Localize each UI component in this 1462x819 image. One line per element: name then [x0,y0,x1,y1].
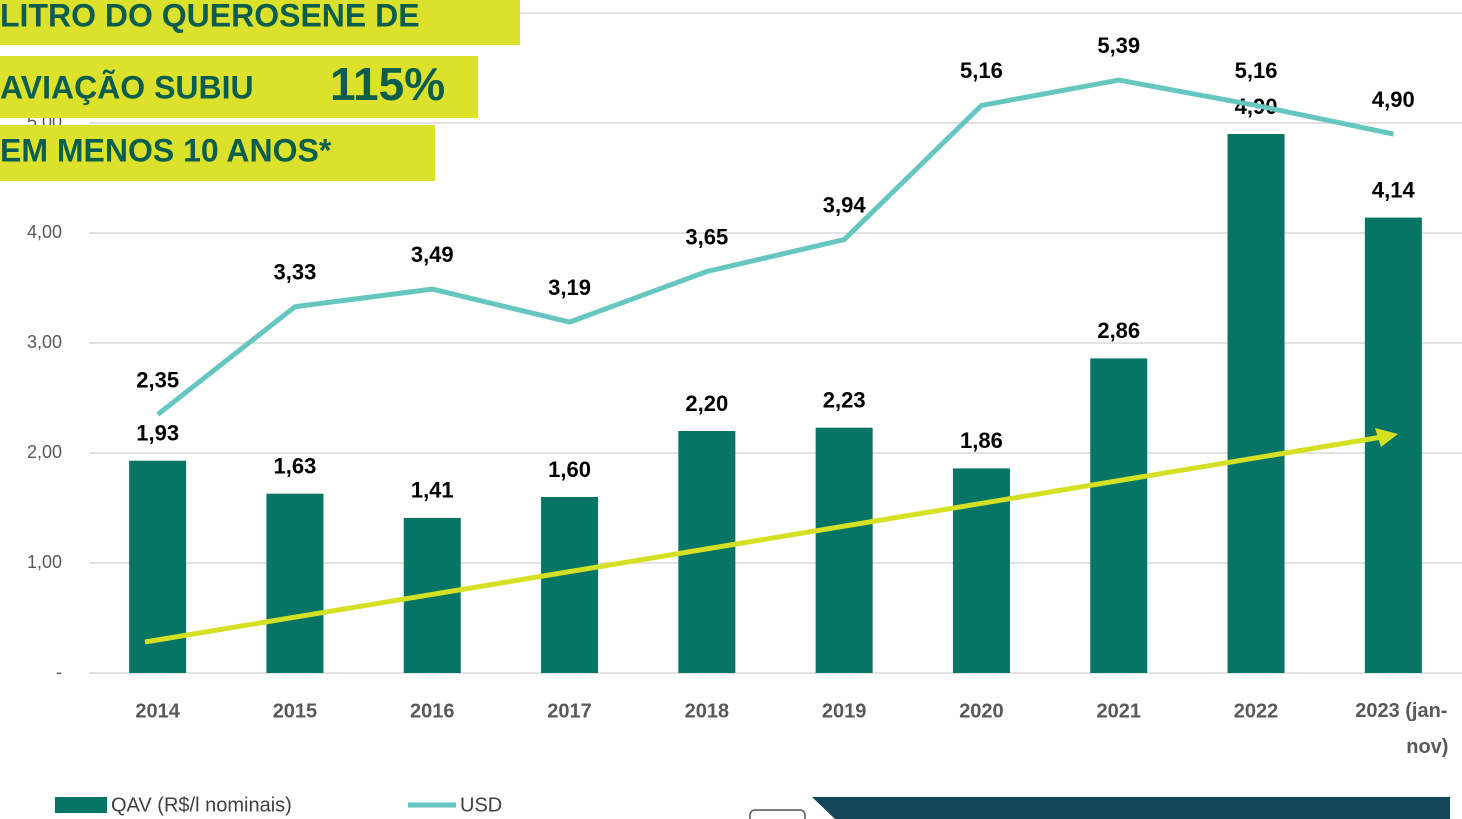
title-bg [0,0,520,45]
legend-swatch [55,797,107,813]
title-highlight: 115% [330,58,445,110]
data-label: 3,19 [548,275,591,300]
title-bg [0,125,435,181]
y-tick-label: 1,00 [27,552,62,572]
x-tick-label: 2018 [685,700,730,722]
title-box: LITRO DO QUEROSENE DE AVIAÇÃO SUBIU 115%… [0,0,520,181]
trend-arrow [144,434,1383,645]
x-tick-label: 2023 (jan-nov) [1355,700,1448,758]
x-tick-label: 2015 [273,700,318,722]
y-tick-label: 3,00 [27,332,62,352]
data-label: 1,41 [411,478,454,503]
data-label: 4,14 [1372,177,1416,202]
bar [1090,358,1148,673]
line [156,77,1394,417]
legend-label: QAV (R$/l nominais) [111,794,292,816]
legend: QAV (R$/l nominais) USD [55,794,502,816]
x-tick-label: 2022 [1234,700,1279,722]
data-label: 4,90 [1372,87,1415,112]
title-line: LITRO DO QUEROSENE DE [0,0,420,33]
y-tick-label: - [56,662,62,682]
footer-band [812,797,1450,819]
data-label: 3,49 [411,242,454,267]
data-label: 3,65 [685,224,728,249]
legend-label: USD [460,794,502,816]
footer-box [749,809,806,819]
data-label: 2,35 [136,367,179,392]
data-label: 5,16 [960,58,1003,83]
data-label: 2,20 [685,391,728,416]
bar [815,427,873,673]
bar [1364,217,1422,673]
y-tick-label: 4,00 [27,222,62,242]
data-label: 2,23 [823,388,866,413]
x-tick-label: 2016 [410,700,455,722]
data-label: 2,86 [1097,318,1140,343]
bar [1227,134,1285,673]
data-label: 1,93 [136,421,179,446]
bar [266,493,324,673]
data-label: 1,86 [960,428,1003,453]
x-tick-label: 2017 [547,700,592,722]
title-line: AVIAÇÃO SUBIU [0,69,254,105]
title-line: EM MENOS 10 ANOS* [0,132,332,168]
y-tick-label: 2,00 [27,442,62,462]
x-tick-label: 2021 [1097,700,1142,722]
x-tick-label: 2020 [959,700,1004,722]
data-label: 1,63 [274,454,317,479]
data-label: 3,33 [274,260,317,285]
trend-arrow-head [1375,428,1398,447]
x-tick-label: 2019 [822,700,867,722]
title-bg [0,56,478,118]
data-label: 5,39 [1097,33,1140,58]
data-label: 5,16 [1235,58,1278,83]
x-tick-label: 2014 [135,700,180,722]
data-label: 1,60 [548,457,591,482]
data-label: 3,94 [823,192,867,217]
bar [541,497,599,673]
